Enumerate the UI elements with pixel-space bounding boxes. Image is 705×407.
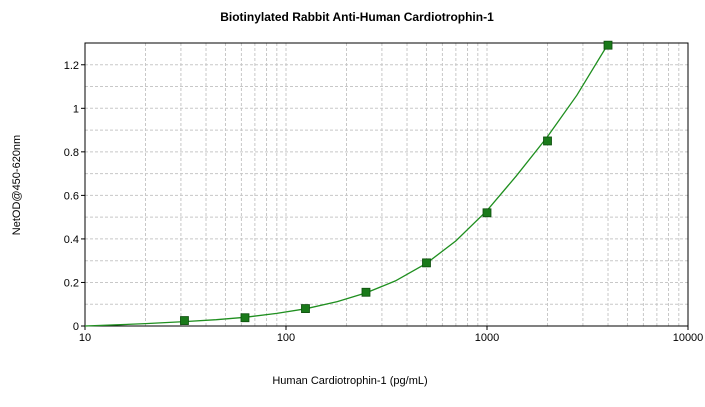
data-point-marker [422, 258, 431, 268]
data-point-marker [180, 316, 189, 325]
x-tick-label: 10000 [673, 332, 704, 344]
y-tick-label: 0 [73, 321, 79, 333]
y-tick-label: 1 [73, 103, 79, 115]
y-tick-label: 0.2 [64, 277, 79, 289]
x-axis-label: Human Cardiotrophin-1 (pg/mL) [272, 375, 427, 387]
data-point-marker [361, 287, 371, 297]
data-point-marker [301, 304, 310, 313]
y-tick-label: 0.6 [64, 190, 79, 202]
fit-curve-layer [84, 43, 609, 327]
y-axis-label: NetOD@450-620nm [11, 135, 23, 235]
data-point-marker [603, 40, 613, 50]
y-tick-label: 0.8 [64, 147, 79, 159]
tick-labels: 10 100 1000 10000 0 0.2 0.4 0.6 0.8 1 1.2 [64, 60, 704, 344]
data-point-marker [240, 313, 250, 323]
y-tick-label: 0.4 [64, 234, 79, 246]
x-tick-label: 1000 [475, 332, 499, 344]
x-tick-label: 10 [79, 332, 91, 344]
chart-title: Biotinylated Rabbit Anti-Human Cardiotro… [220, 10, 494, 24]
data-point-marker [482, 208, 492, 218]
x-tick-label: 100 [277, 332, 295, 344]
data-point-marker [543, 136, 552, 146]
grid-lines [85, 43, 688, 326]
data-points [180, 40, 613, 325]
fit-curve [84, 43, 609, 327]
plot-frame [84, 42, 689, 327]
y-tick-label: 1.2 [64, 60, 79, 72]
